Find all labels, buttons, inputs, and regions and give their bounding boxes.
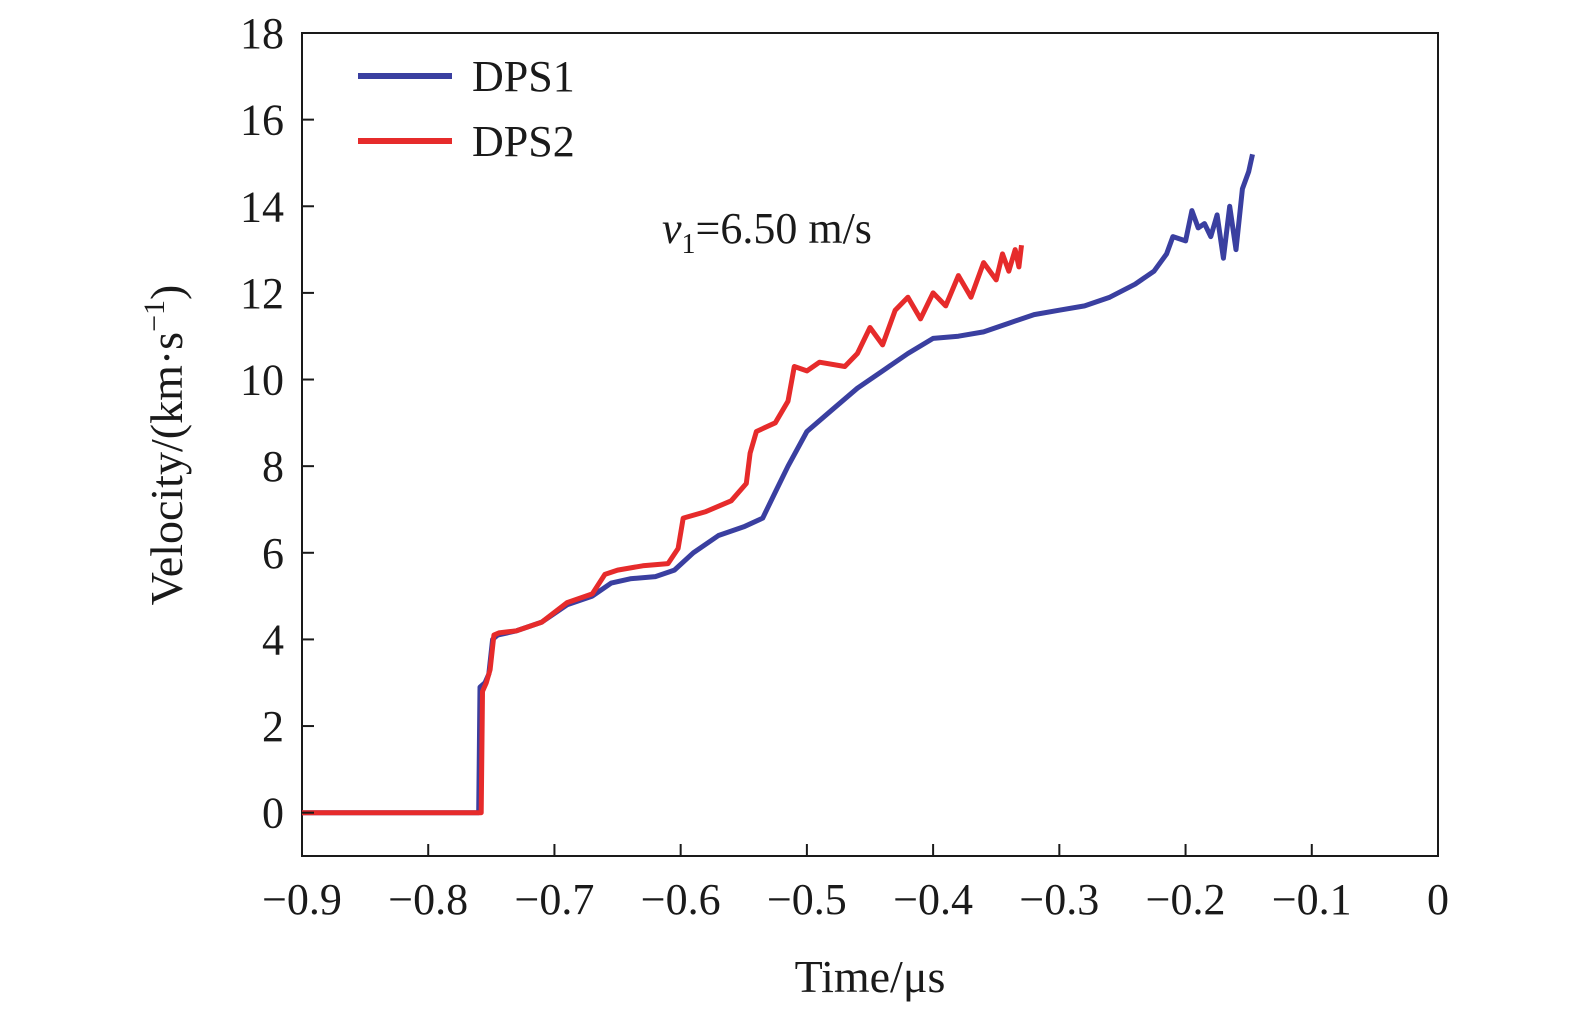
legend-label-dps1: DPS1: [472, 52, 575, 101]
legend: DPS1 DPS2: [358, 52, 575, 166]
plot-frame: [301, 32, 1439, 857]
y-tick-label: 8: [262, 442, 284, 491]
series-layer: [302, 153, 1255, 816]
x-tick-label: −0.1: [1272, 875, 1352, 924]
velocity-annotation: v1=6.50 m/s: [662, 204, 872, 260]
y-axis-label-close: ): [141, 285, 192, 300]
annotation-value: =6.50 m/s: [696, 204, 872, 253]
y-axis-label-superscript: −1: [138, 300, 171, 332]
y-axis-label-main: Velocity/(km·s: [141, 332, 192, 605]
x-tick-label: −0.7: [515, 875, 595, 924]
x-tick-label: −0.2: [1146, 875, 1226, 924]
y-tick-label: 14: [240, 182, 284, 231]
x-tick-label: −0.8: [388, 875, 468, 924]
x-tick-label: −0.9: [262, 875, 342, 924]
y-tick-label: 16: [240, 96, 284, 145]
annotation-variable: v: [662, 204, 682, 253]
series-line-dps1: [302, 153, 1255, 816]
axes-layer: −0.9 −0.8 −0.7 −0.6 −0.5 −0.4 −0.3 −0.2 −0.1 0 0 2 4…: [240, 9, 1449, 924]
x-tick-label: −0.4: [893, 875, 973, 924]
y-axis-label: Velocity/(km·s−1): [138, 285, 192, 606]
x-axis-label: Time/μs: [795, 951, 946, 1002]
annotation-subscript: 1: [682, 229, 696, 260]
y-tick-label: 4: [262, 615, 284, 664]
series-line-dps2: [302, 244, 1024, 816]
y-tick-label: 10: [240, 356, 284, 405]
y-tick-label: 18: [240, 9, 284, 58]
x-tick-label: −0.5: [767, 875, 847, 924]
legend-label-dps2: DPS2: [472, 117, 575, 166]
y-tick-label: 12: [240, 269, 284, 318]
y-tick-label: 6: [262, 529, 284, 578]
y-tick-label: 0: [262, 789, 284, 838]
plot-area: [301, 32, 1439, 857]
x-tick-label: −0.3: [1019, 875, 1099, 924]
x-tick-label: 0: [1427, 875, 1449, 924]
x-tick-label: −0.6: [641, 875, 721, 924]
y-tick-label: 2: [262, 702, 284, 751]
